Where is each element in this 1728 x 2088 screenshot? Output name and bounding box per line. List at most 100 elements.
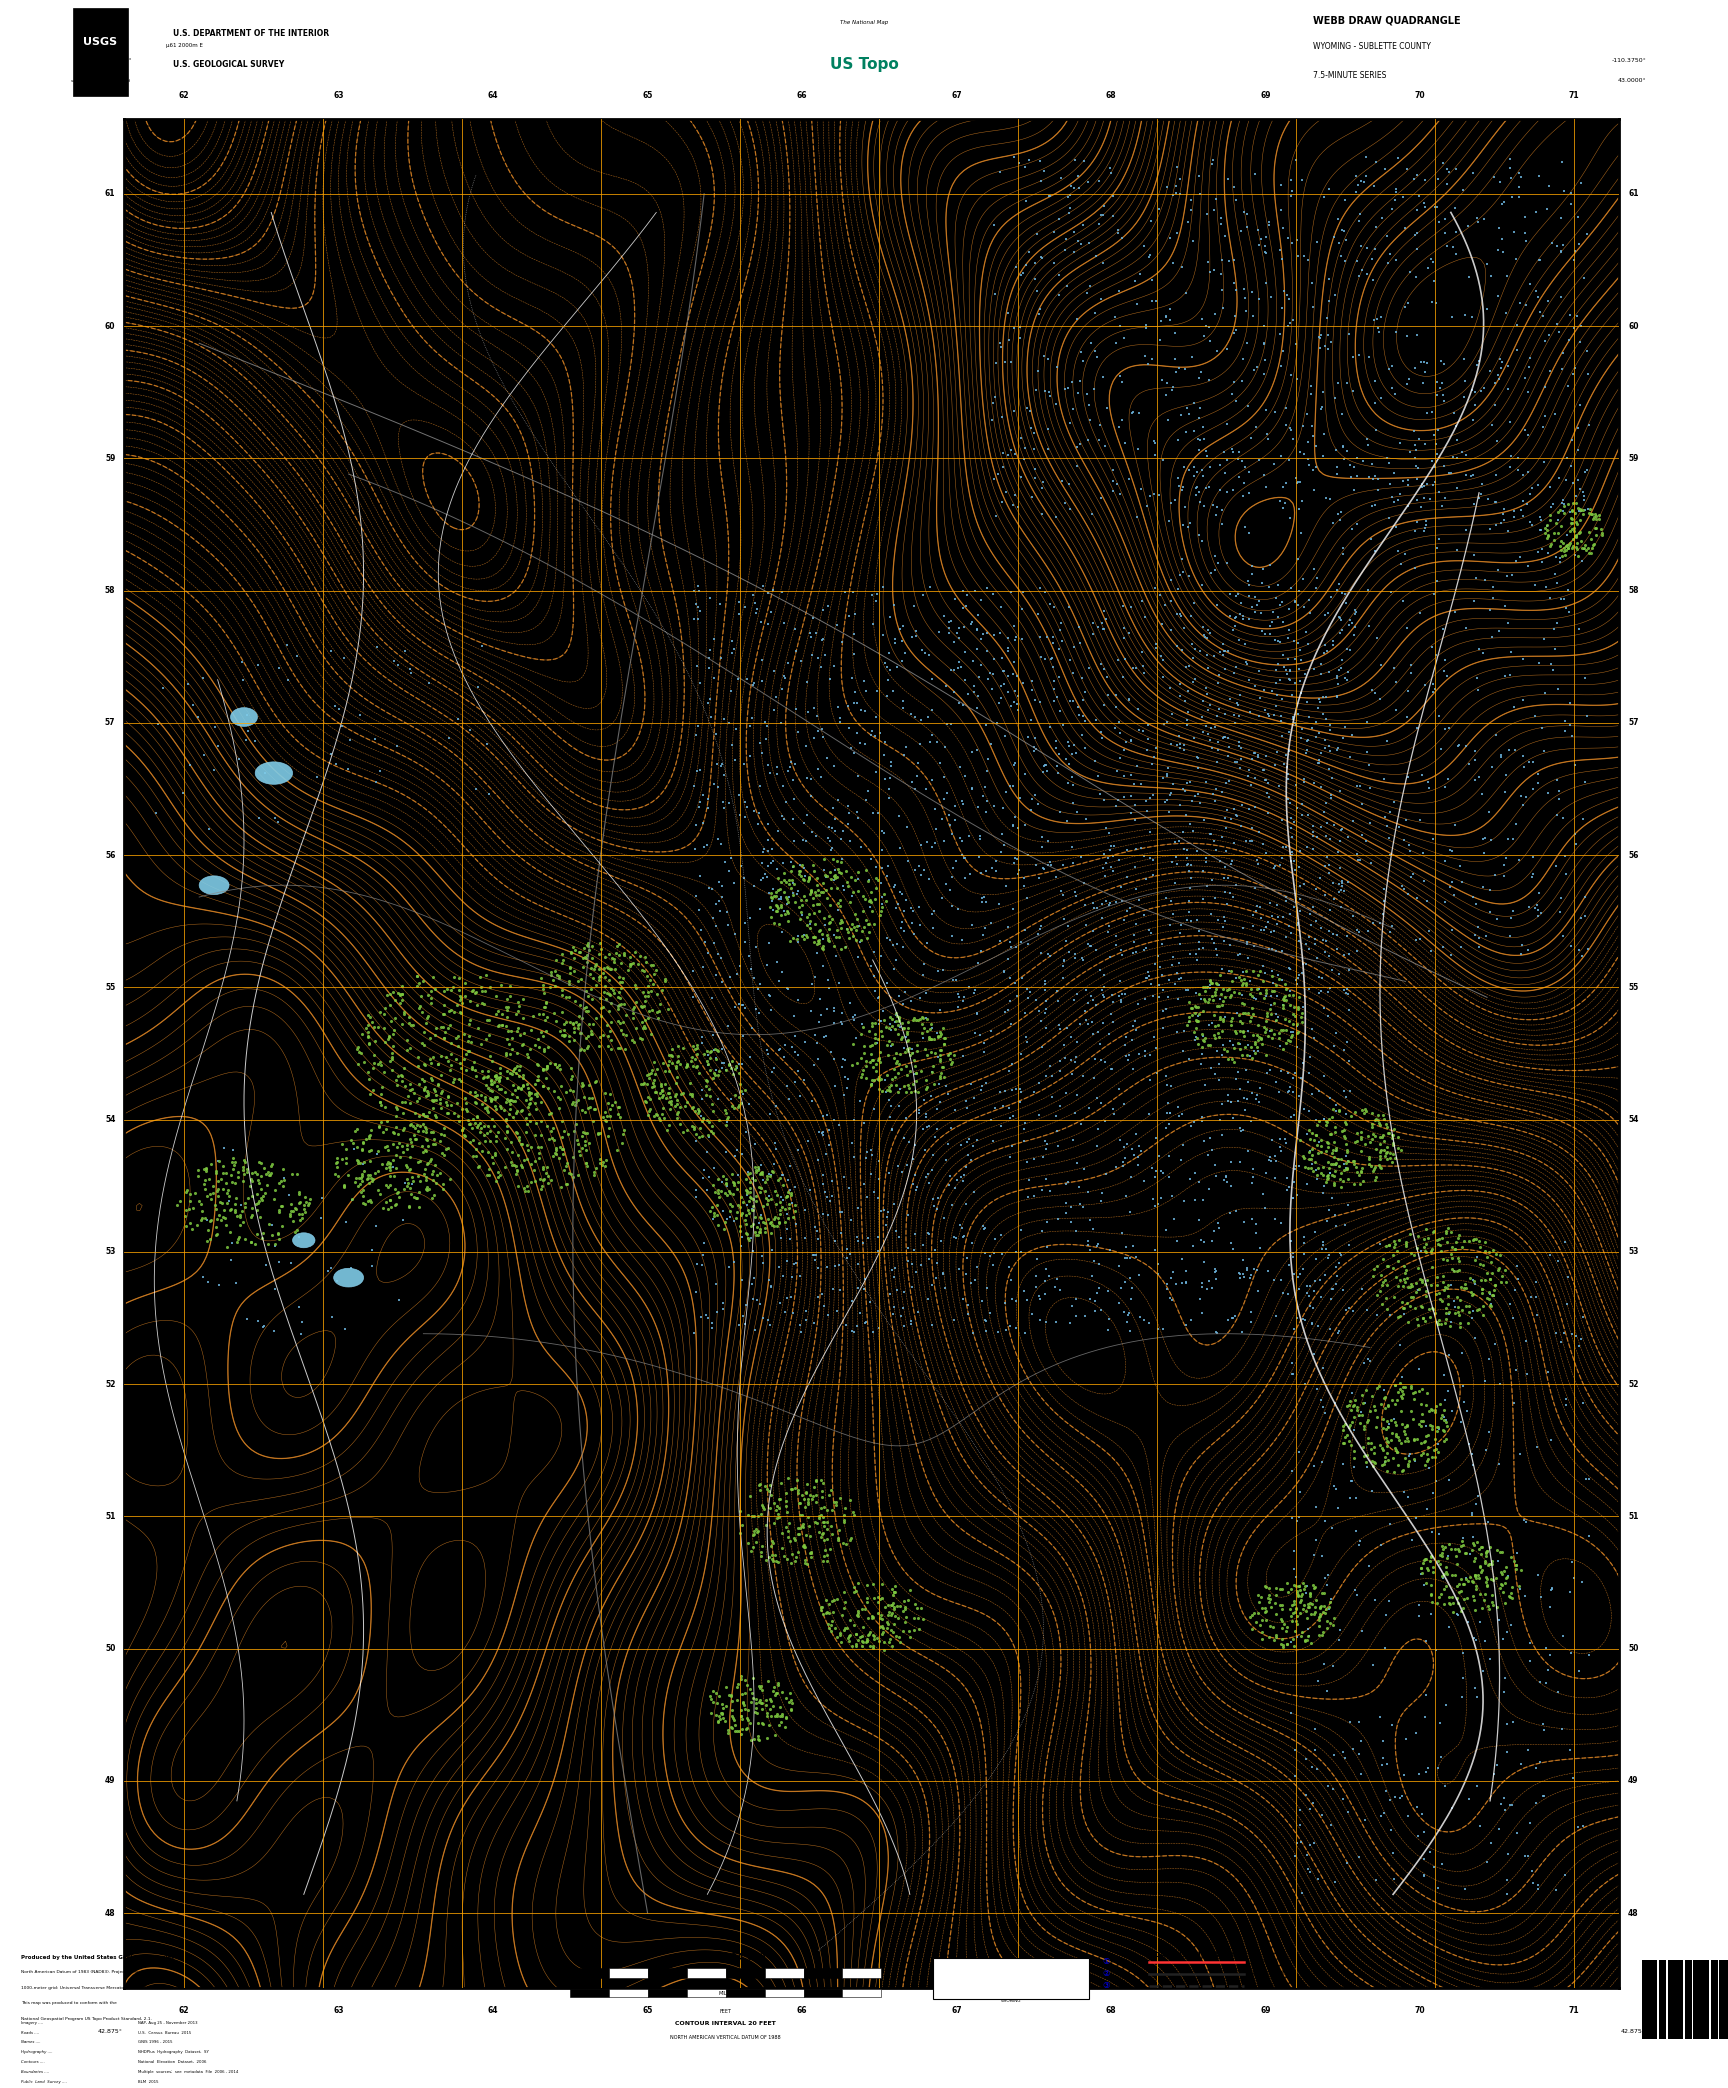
Point	[1339, 1733, 1367, 1766]
Point	[1173, 708, 1201, 741]
Point	[1251, 328, 1279, 361]
Point	[1500, 896, 1528, 929]
Point	[572, 1021, 600, 1054]
Point	[707, 1695, 734, 1729]
Point	[1163, 729, 1191, 762]
Point	[1331, 1407, 1358, 1441]
Point	[776, 864, 804, 898]
Point	[817, 1493, 845, 1526]
Point	[1491, 589, 1519, 622]
Point	[1298, 1307, 1325, 1340]
Point	[1094, 1313, 1121, 1347]
Point	[1490, 1622, 1517, 1656]
Point	[1496, 405, 1524, 438]
Point	[499, 1086, 527, 1119]
Point	[971, 770, 999, 804]
Point	[1427, 1307, 1455, 1340]
Point	[1324, 1491, 1351, 1524]
Point	[1013, 881, 1040, 915]
Point	[904, 1004, 931, 1038]
Point	[1063, 1025, 1090, 1059]
Point	[261, 1182, 289, 1215]
Point	[778, 1537, 805, 1570]
Point	[556, 935, 584, 969]
Point	[1239, 549, 1267, 583]
Point	[1037, 380, 1064, 413]
Point	[1168, 1098, 1196, 1132]
Point	[1372, 1393, 1400, 1426]
Point	[717, 1679, 745, 1712]
Point	[1299, 818, 1327, 852]
Point	[1280, 806, 1308, 839]
Point	[1184, 904, 1211, 938]
Point	[1443, 1597, 1471, 1631]
Point	[1265, 900, 1293, 933]
Point	[1379, 1455, 1407, 1489]
Point	[325, 693, 353, 727]
Point	[850, 664, 878, 697]
Point	[477, 1084, 505, 1117]
Point	[605, 1090, 632, 1123]
Point	[1403, 881, 1431, 915]
Point	[885, 1620, 912, 1654]
Point	[1277, 812, 1305, 846]
Point	[1258, 1123, 1286, 1157]
Point	[1467, 1556, 1495, 1589]
Point	[358, 1134, 385, 1167]
Point	[1220, 171, 1248, 205]
Point	[1184, 944, 1211, 977]
Point	[1156, 614, 1184, 647]
Point	[1092, 846, 1120, 879]
Point	[1253, 1570, 1280, 1604]
Point	[1374, 246, 1401, 280]
Point	[1132, 340, 1159, 374]
Point	[532, 986, 560, 1019]
Point	[746, 1687, 774, 1721]
Point	[1329, 864, 1356, 898]
Point	[289, 1305, 316, 1338]
Point	[1362, 1161, 1389, 1194]
Point	[448, 996, 475, 1029]
Point	[278, 1194, 306, 1228]
Point	[757, 1491, 785, 1524]
Point	[1089, 887, 1116, 921]
Point	[987, 330, 1014, 363]
Point	[505, 986, 532, 1019]
Point	[384, 1176, 411, 1209]
Point	[1287, 1583, 1315, 1616]
Point	[1047, 161, 1075, 194]
Point	[1308, 1157, 1336, 1190]
Point	[995, 1251, 1023, 1284]
Point	[736, 1171, 764, 1205]
Point	[643, 1075, 670, 1109]
Point	[888, 610, 916, 643]
Point	[1412, 509, 1439, 543]
Point	[1375, 1136, 1403, 1169]
Point	[831, 1061, 859, 1094]
Point	[1011, 1274, 1039, 1307]
Point	[717, 841, 745, 875]
Point	[435, 1009, 463, 1042]
Point	[726, 1209, 753, 1242]
Point	[1410, 1858, 1438, 1892]
Point	[961, 1017, 988, 1050]
Point	[978, 1102, 1006, 1136]
Point	[1396, 1372, 1424, 1405]
Point	[1514, 1840, 1541, 1873]
Point	[1025, 1067, 1052, 1100]
Point	[295, 1186, 323, 1219]
Point	[1337, 1100, 1365, 1134]
Point	[857, 883, 885, 917]
Point	[753, 806, 781, 839]
Point	[1234, 564, 1261, 597]
Point	[499, 1148, 527, 1182]
Point	[603, 979, 631, 1013]
Point	[1574, 530, 1602, 564]
Point	[344, 1029, 372, 1063]
Point	[921, 1023, 949, 1057]
Point	[537, 1121, 565, 1155]
Point	[703, 748, 731, 781]
Point	[1336, 1480, 1363, 1514]
Point	[1165, 470, 1192, 503]
Point	[427, 1157, 454, 1190]
